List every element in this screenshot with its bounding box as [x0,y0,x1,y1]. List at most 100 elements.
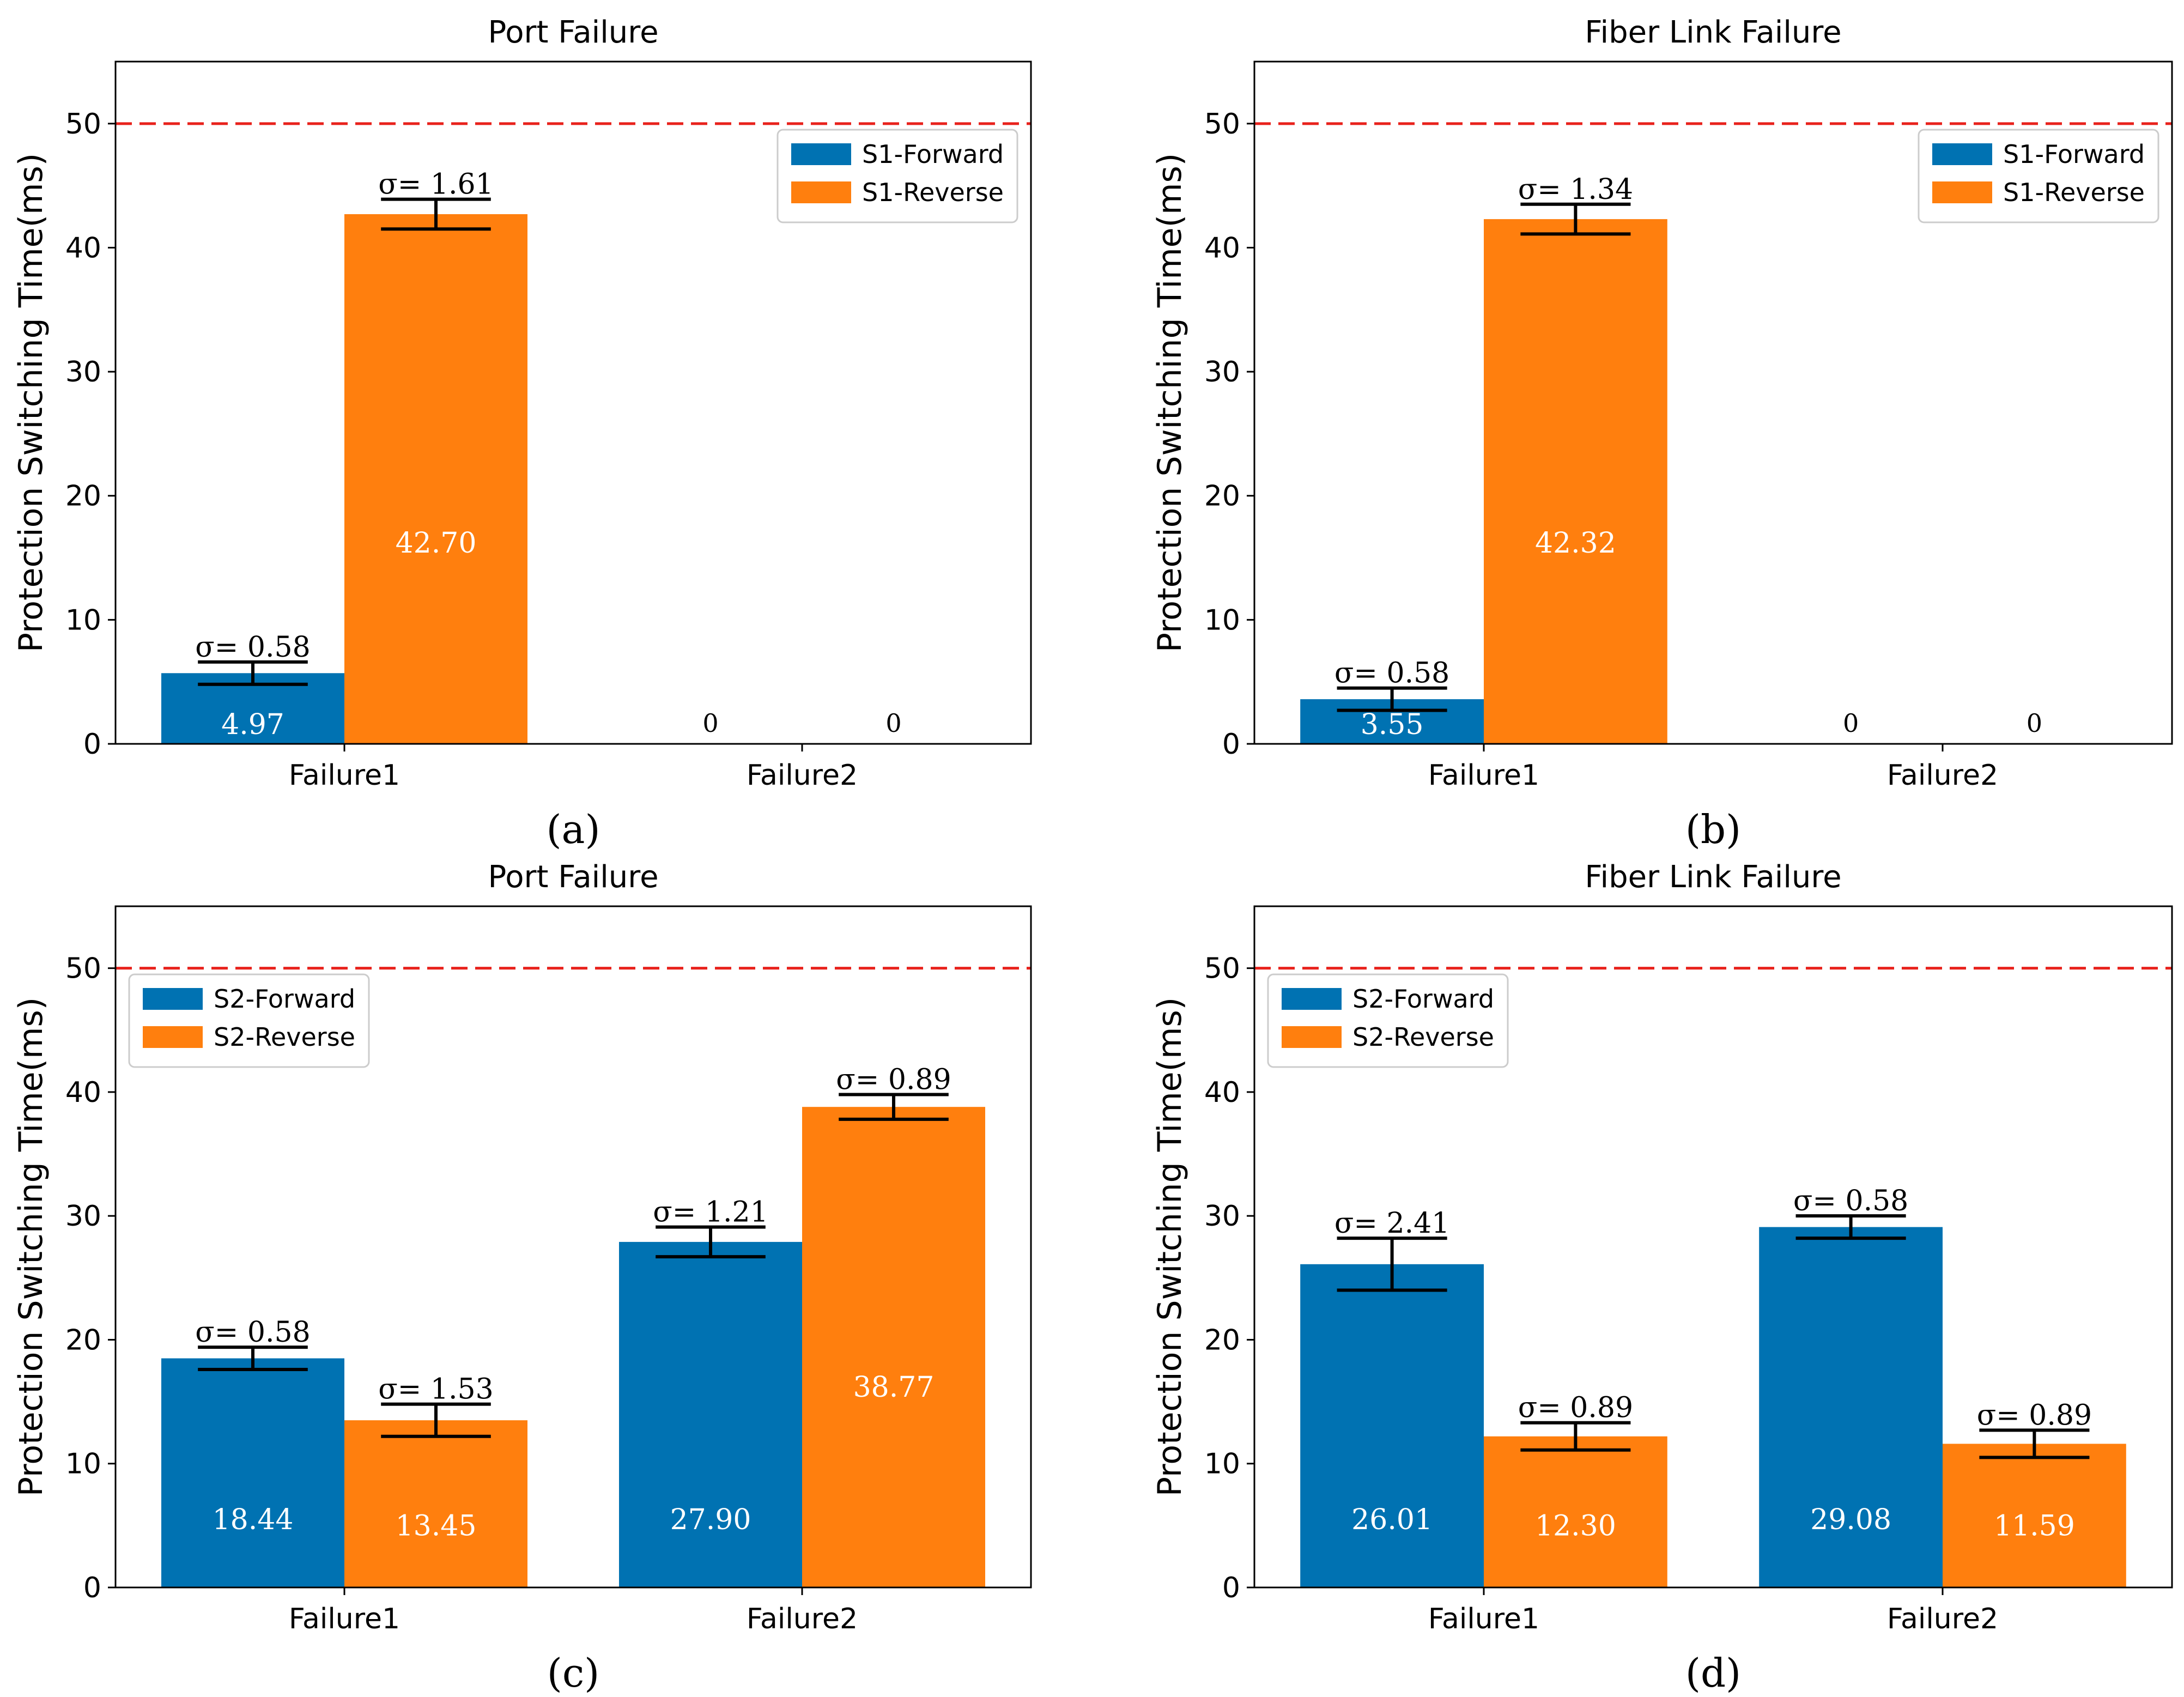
sigma-label: σ= 0.58 [1793,1185,1908,1217]
y-tick-label: 40 [1204,1076,1240,1109]
legend-swatch-reverse [791,181,851,203]
panel-caption: (a) [546,807,600,852]
legend-label: S1-Forward [862,140,1004,169]
axes-frame [1253,905,2173,1589]
legend-label: S2-Reverse [1352,1022,1494,1052]
y-tick-label: 20 [1204,480,1240,513]
y-tick-label: 40 [1204,232,1240,264]
bar-value-label: 38.77 [853,1371,935,1404]
bar [1300,1264,1484,1587]
legend-swatch-forward [1282,988,1342,1010]
x-tick-label: Failure2 [747,1603,858,1635]
sigma-label: σ= 0.58 [195,1316,310,1349]
sigma-label: σ= 1.34 [1518,173,1633,206]
legend-label: S1-Reverse [2003,178,2145,207]
bar [619,1241,802,1587]
y-tick-label: 50 [1204,108,1240,141]
bar [344,1420,527,1587]
legend-label: S1-Forward [2003,140,2145,169]
legend-label: S2-Forward [1352,984,1494,1014]
axes-frame [114,905,1032,1589]
y-tick-label: 30 [65,1200,101,1233]
legend-swatch-reverse [1282,1026,1342,1048]
legend: S2-Forward S2-Reverse [128,973,370,1068]
y-tick-label: 10 [65,1448,101,1481]
x-tick-label: Failure2 [747,759,858,792]
y-tick-label: 0 [83,1572,101,1604]
legend-swatch-forward [143,988,203,1010]
bar-value-label: 27.90 [670,1504,751,1536]
panel-4: Fiber Link Failure 0 10 20 30 40 50 Protection … [1151,859,2173,1696]
x-tick-label: Failure2 [1887,759,1998,792]
y-tick-label: 30 [1204,356,1240,389]
y-tick-label: 10 [65,604,101,637]
y-tick-label: 40 [65,1076,101,1109]
y-tick-label: 50 [65,953,101,985]
y-tick-label: 20 [1204,1324,1240,1356]
panel-caption: (d) [1685,1650,1741,1696]
bar [344,214,527,744]
bar-value-label: 3.55 [1361,708,1424,741]
bar-value-label: 13.45 [396,1510,477,1542]
y-tick-label: 0 [1222,728,1240,761]
sigma-label: σ= 0.58 [1334,657,1449,690]
bar-value-label: 4.97 [221,708,284,741]
x-tick-label: Failure1 [1428,1603,1539,1635]
bar-value-label: 11.59 [1994,1510,2075,1542]
bar [1484,219,1667,744]
x-tick-label: Failure1 [289,1603,400,1635]
legend-label: S1-Reverse [862,178,1004,207]
x-tick-label: Failure1 [289,759,400,792]
y-tick-label: 30 [65,356,101,389]
bar-value-label: 12.30 [1535,1510,1616,1542]
legend-swatch-reverse [143,1026,203,1048]
bar-value-label: 42.70 [396,527,477,560]
panel-caption: (b) [1685,807,1741,852]
legend: S2-Forward S2-Reverse [1267,973,1509,1068]
x-tick-label: Failure1 [1428,759,1539,792]
panel-caption: (c) [547,1650,600,1696]
panel-title: Port Failure [488,15,658,50]
sigma-label: σ= 0.89 [1977,1399,2092,1432]
y-tick-label: 10 [1204,1448,1240,1481]
y-tick-label: 50 [1204,953,1240,985]
y-axis-label: Protection Switching Time(ms) [1151,997,1189,1496]
y-axis-label: Protection Switching Time(ms) [12,997,50,1496]
bar [1943,1444,2126,1587]
y-tick-label: 20 [65,1324,101,1356]
sigma-label: σ= 0.89 [1518,1392,1633,1425]
bar-value-label: 29.08 [1810,1504,1891,1536]
y-tick-label: 10 [1204,604,1240,637]
bar-value-label: 18.44 [213,1504,294,1536]
y-axis-label: Protection Switching Time(ms) [1151,153,1189,652]
bar-value-label: 0 [702,708,718,738]
panel-title: Fiber Link Failure [1585,859,1841,895]
bar-value-label: 0 [885,708,901,738]
y-tick-label: 40 [65,232,101,264]
y-axis-label: Protection Switching Time(ms) [12,153,50,652]
legend-swatch-forward [1932,143,1992,165]
panel-3: Port Failure 0 10 20 30 40 50 Protection Switch… [12,859,1032,1696]
panel-title: Fiber Link Failure [1585,15,1841,50]
panel-title: Port Failure [488,859,658,895]
legend: S1-Forward S1-Reverse [1918,129,2159,223]
sigma-label: σ= 1.61 [378,168,493,201]
x-tick-label: Failure2 [1887,1603,1998,1635]
y-tick-label: 50 [65,108,101,141]
sigma-label: σ= 2.41 [1334,1207,1449,1240]
panel-1: Port Failure 0 10 20 30 40 50 Protection Switch… [12,15,1032,852]
y-tick-label: 20 [65,480,101,513]
legend: S1-Forward S1-Reverse [776,129,1018,223]
bar [161,1358,344,1587]
sigma-label: σ= 1.53 [378,1373,493,1406]
y-tick-label: 0 [1222,1572,1240,1604]
axes-frame [114,60,1032,745]
bar-value-label: 0 [2027,708,2042,738]
legend-label: S2-Forward [214,984,355,1014]
bar-value-label: 0 [1843,708,1859,738]
y-tick-label: 0 [83,728,101,761]
legend-swatch-forward [791,143,851,165]
bar-value-label: 42.32 [1535,527,1616,560]
sigma-label: σ= 0.89 [836,1063,951,1096]
